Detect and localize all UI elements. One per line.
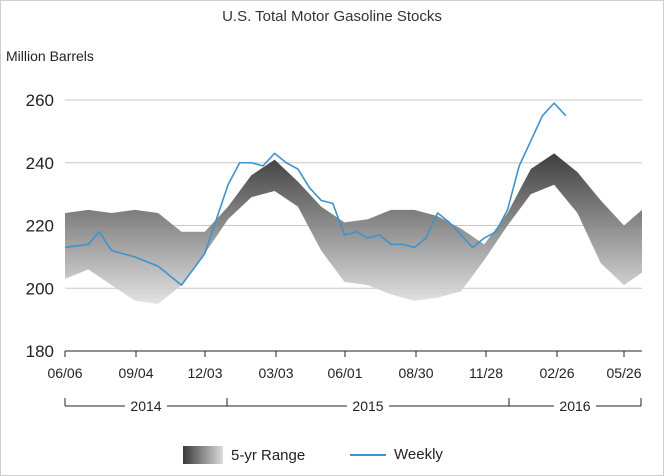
- x-tick-label: 05/26: [606, 365, 641, 381]
- x-tick-label: 06/06: [47, 365, 82, 381]
- legend-label-range: 5-yr Range: [231, 446, 306, 464]
- year-label: 2016: [559, 398, 590, 414]
- legend: 5-yr Range Weekly: [0, 446, 664, 468]
- y-tick-label: 180: [26, 342, 54, 361]
- year-label: 2014: [130, 398, 161, 414]
- year-label: 2015: [352, 398, 383, 414]
- year-label-bg: [125, 398, 167, 412]
- year-label-bg: [554, 398, 596, 412]
- x-tick-label: 08/30: [398, 365, 433, 381]
- chart-title: U.S. Total Motor Gasoline Stocks: [222, 8, 442, 25]
- range-band: [65, 153, 642, 304]
- y-tick-label: 240: [26, 154, 54, 173]
- x-tick-label: 03/03: [258, 365, 293, 381]
- legend-swatch-range: [183, 446, 223, 464]
- axis-layer: 180 200 220 240 260 06/06 09/04 12/03 03/03 06/01…: [26, 91, 642, 414]
- legend-item-range: 5-yr Range: [183, 446, 305, 464]
- x-tick-label: 11/28: [469, 365, 503, 381]
- y-tick-label: 260: [26, 91, 54, 110]
- y-tick-label: 220: [26, 217, 54, 236]
- weekly-line: [64, 102, 567, 286]
- y-axis-label: Million Barrels: [6, 48, 94, 64]
- line-layer: [64, 102, 567, 286]
- x-tick-label: 12/03: [187, 365, 222, 381]
- x-tick-label: 09/04: [118, 365, 153, 381]
- x-tick-label: 02/26: [539, 365, 574, 381]
- legend-label-weekly: Weekly: [394, 446, 443, 463]
- x-tick-label: 06/01: [327, 365, 362, 381]
- legend-swatch-weekly: [350, 453, 386, 456]
- year-label-bg: [347, 398, 389, 412]
- legend-item-weekly: Weekly: [350, 446, 443, 463]
- y-tick-label: 200: [26, 279, 54, 298]
- band-layer: [65, 153, 642, 304]
